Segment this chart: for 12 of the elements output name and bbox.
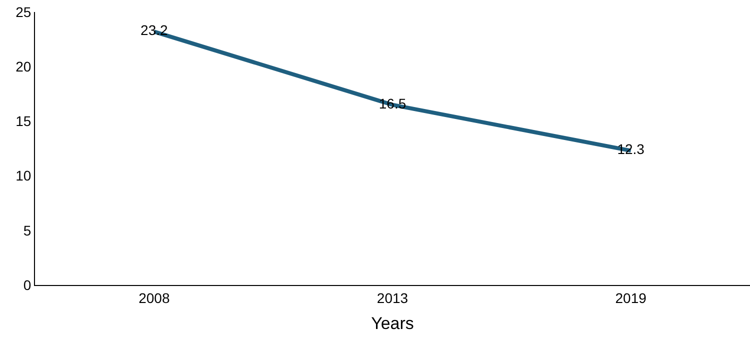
data-label: 12.3 — [617, 141, 645, 158]
x-tick-label: 2008 — [138, 290, 170, 306]
y-tick-label: 15 — [16, 113, 32, 130]
data-label: 23.2 — [140, 22, 168, 38]
y-tick-label: 5 — [23, 222, 32, 238]
y-tick-label: 20 — [16, 58, 32, 74]
y-tick-label: 25 — [16, 4, 32, 20]
x-tick-label: 2019 — [615, 290, 647, 306]
x-tick-label: 2013 — [376, 290, 408, 306]
y-tick-label: 0 — [23, 276, 32, 293]
y-tick-label: 10 — [16, 168, 32, 184]
x-axis-title: Years — [371, 314, 414, 334]
